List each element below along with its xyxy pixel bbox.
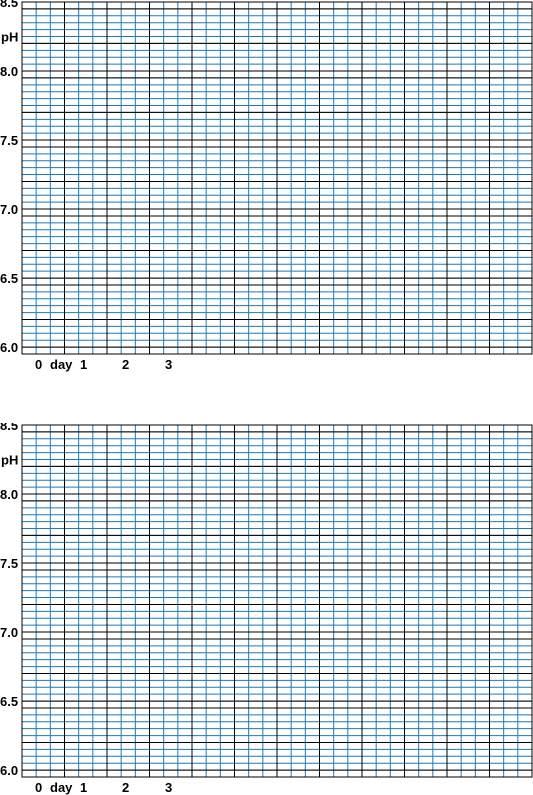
x-tick-label: 1 [80, 357, 87, 372]
plot-frame [21, 424, 533, 778]
y-tick-label: 8.5 [0, 0, 18, 10]
y-tick-label-bg [0, 762, 21, 779]
x-axis-label: day [50, 780, 73, 795]
y-tick-label: 7.0 [0, 625, 18, 640]
y-tick-label-bg [0, 693, 21, 710]
y-axis-label: pH [1, 30, 18, 45]
y-tick-label: 8.0 [0, 487, 18, 502]
plot-frame [21, 1, 533, 355]
y-tick-label: 7.5 [0, 556, 18, 571]
y-tick-label-bg [0, 132, 21, 149]
ph-chart-top: 8.5 8.0 7.5 7.0 6.5 6.0 pH 0 1 2 3 day [0, 0, 533, 372]
x-tick-label: 1 [80, 780, 87, 795]
y-tick-label-bg [0, 486, 21, 503]
y-axis-label: pH [1, 453, 18, 468]
y-tick-label: 6.0 [0, 763, 18, 778]
y-tick-label-bg [0, 423, 21, 433]
ph-grid-top: 8.5 8.0 7.5 7.0 6.5 6.0 pH 0 1 2 3 day [0, 0, 533, 372]
y-tick-label: 8.5 [0, 423, 18, 433]
x-tick-label: 2 [122, 357, 129, 372]
ph-grid-bottom: 8.5 8.0 7.5 7.0 6.5 6.0 pH 0 1 2 3 day [0, 423, 533, 795]
y-tick-label-bg [0, 339, 21, 356]
y-tick-label: 6.5 [0, 271, 18, 286]
y-tick-label-bg [0, 0, 21, 10]
y-tick-label-bg [0, 63, 21, 80]
y-tick-label-bg [0, 624, 21, 641]
x-tick-label: 2 [122, 780, 129, 795]
y-tick-label: 7.5 [0, 133, 18, 148]
x-tick-label: 0 [35, 780, 42, 795]
y-tick-label: 6.5 [0, 694, 18, 709]
y-tick-label-bg [0, 270, 21, 287]
y-tick-label: 8.0 [0, 64, 18, 79]
x-tick-label: 3 [165, 357, 172, 372]
y-axis-label-bg [0, 451, 21, 468]
ph-chart-bottom: 8.5 8.0 7.5 7.0 6.5 6.0 pH 0 1 2 3 day [0, 423, 533, 795]
x-tick-label: 0 [35, 357, 42, 372]
y-axis-label-bg [0, 28, 21, 45]
y-tick-label: 7.0 [0, 202, 18, 217]
y-tick-label-bg [0, 555, 21, 572]
y-tick-label-bg [0, 201, 21, 218]
x-axis-label: day [50, 357, 73, 372]
x-tick-label: 3 [165, 780, 172, 795]
y-tick-label: 6.0 [0, 340, 18, 355]
